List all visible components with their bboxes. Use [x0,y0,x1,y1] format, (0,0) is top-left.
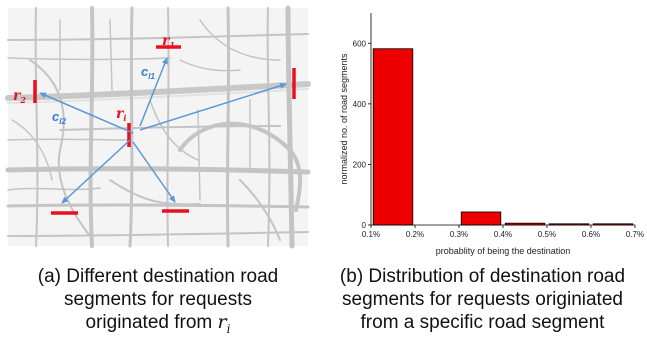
road-segments [33,45,296,215]
arrow-to-bottom-center [132,141,176,203]
bars [372,48,634,226]
x-tick-label-3: 0.4% [494,230,512,239]
caption-b: (b) Distribution of destination road seg… [318,265,647,334]
x-tick-label-1: 0.2% [406,230,424,239]
label-cl1: cl1 [141,64,155,81]
y-tick-label-1: 200 [353,160,367,169]
request-arrows [39,57,287,204]
y-tick-label-2: 400 [353,100,367,109]
y-ticks: 0 200 400 600 [353,39,371,230]
x-axis-label: probablity of being the destination [436,246,571,256]
caption-a-line-2: segments for requests [64,289,252,310]
caption-a-math: r [217,311,227,333]
arrow-to-bottom-left [61,139,131,204]
caption-b-line-3: from a specific road segment [360,312,605,333]
road-map: r1 ri r2 cl1 cl2 [5,5,311,249]
y-axis-label: normalized no. of road segments [339,53,349,185]
road-network [5,5,311,249]
caption-b-line-1: (b) Distribution of destination road [339,266,626,287]
x-tick-label-6: 0.7% [626,230,644,239]
label-ri: ri [116,106,126,123]
y-tick-label-3: 600 [353,39,367,48]
x-tick-label-4: 0.5% [538,230,556,239]
arrow-to-r2 [39,92,134,134]
bar-2 [460,211,502,226]
caption-b-line-2: segments for requests originiated [342,289,623,310]
arrow-to-right [139,82,287,131]
caption-a-line-3: originated from ri [8,311,308,341]
arrow-to-r1 [139,57,168,127]
caption-a-math-sub: i [226,321,231,336]
label-r1: r1 [162,33,175,50]
x-tick-label-2: 0.3% [450,230,468,239]
caption-a-line-1: (a) Different destination road [37,266,279,287]
caption-a: (a) Different destination road segments … [8,265,308,341]
label-r2: r2 [13,88,26,105]
x-ticks: 0.1% 0.2% 0.3% 0.4% 0.5% 0.6% 0.7% [362,225,644,239]
bar-0 [372,48,414,226]
caption-a-line-3-text: originated from [85,312,218,333]
figure: r1 ri r2 cl1 cl2 0 200 400 600 0.1% 0.2% 0.3%… [5,5,644,256]
x-tick-label-0: 0.1% [362,230,380,239]
y-tick-label-0: 0 [362,221,367,230]
label-cl2: cl2 [52,109,66,126]
x-tick-label-5: 0.6% [582,230,600,239]
